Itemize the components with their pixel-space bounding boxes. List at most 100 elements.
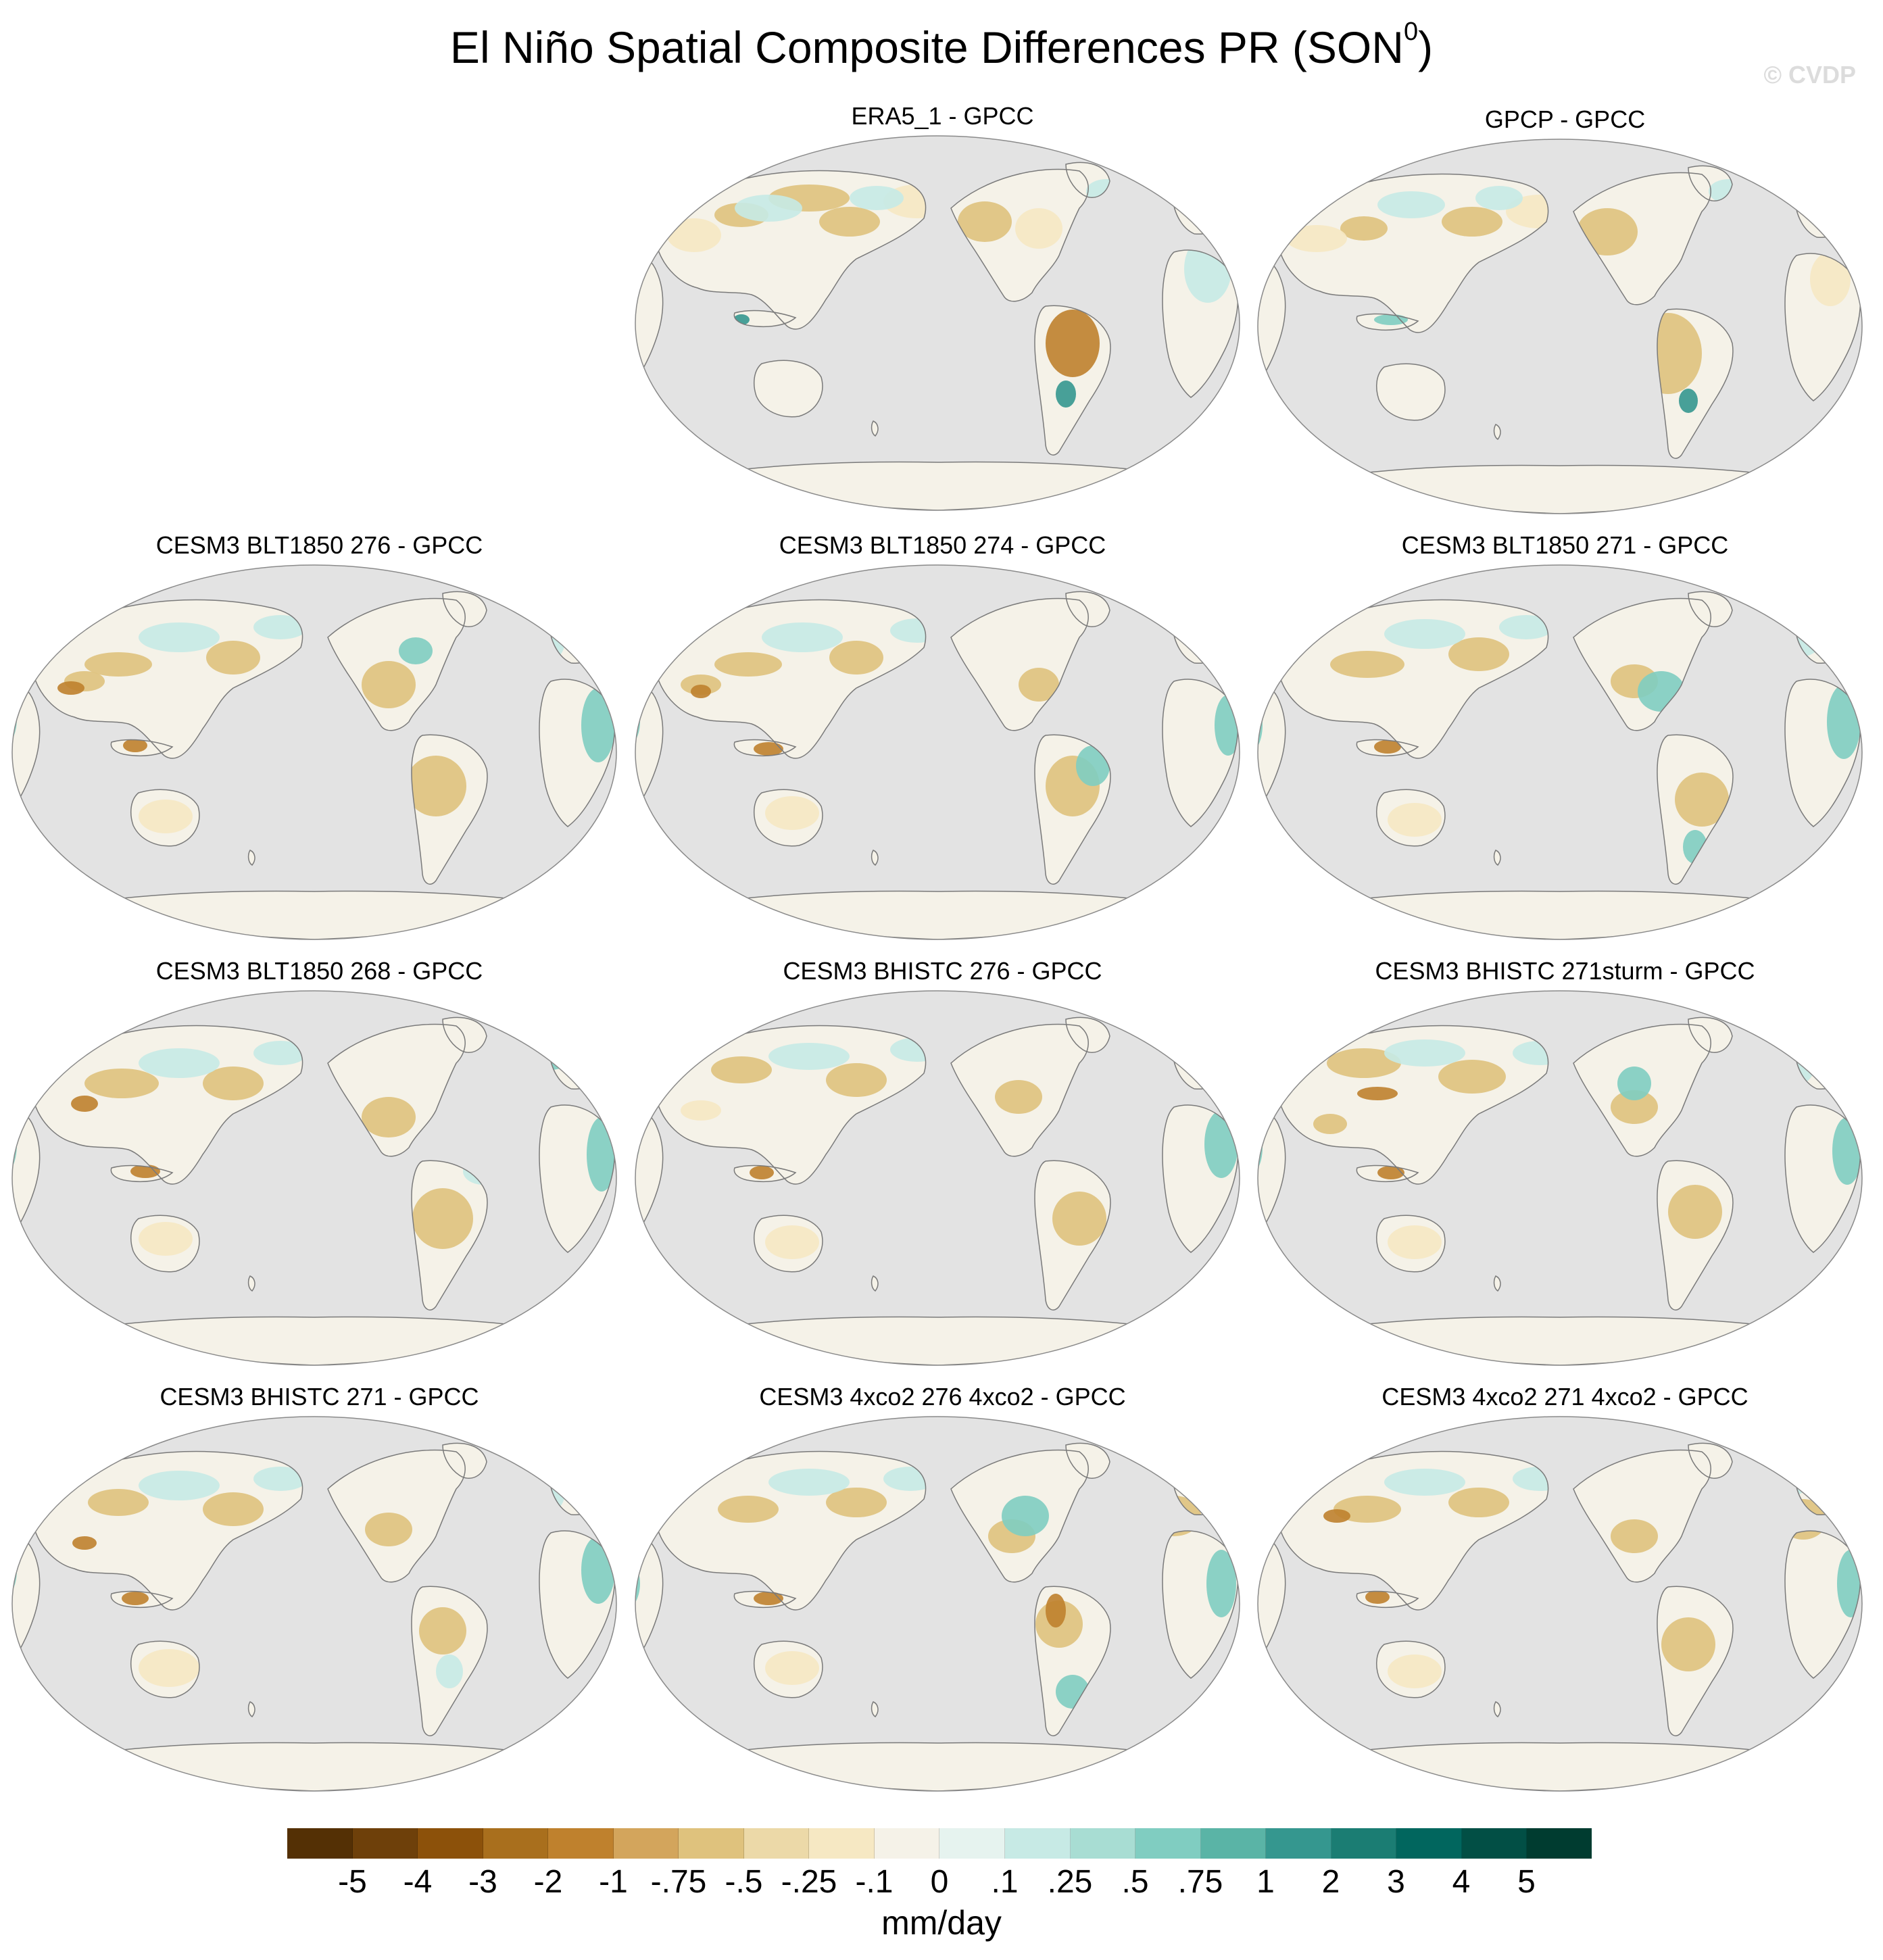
land-new-zealand bbox=[248, 1702, 255, 1717]
land-eurasia bbox=[32, 599, 303, 759]
anomaly-patch bbox=[1448, 1488, 1509, 1517]
colorbar-tick-label: .25 bbox=[1047, 1864, 1093, 1900]
anomaly-patch bbox=[826, 1488, 887, 1517]
anomaly-patch bbox=[1019, 668, 1059, 702]
colorbar-swatch bbox=[1070, 1828, 1136, 1859]
colorbar-swatch bbox=[548, 1828, 614, 1859]
world-map bbox=[1257, 1416, 1863, 1792]
map-border bbox=[11, 1416, 617, 1792]
anomaly-patch bbox=[362, 1097, 416, 1137]
world-map bbox=[1257, 139, 1863, 514]
anomaly-patch bbox=[1340, 216, 1388, 241]
world-map bbox=[635, 564, 1240, 940]
land-greenland bbox=[1066, 1443, 1110, 1479]
map-border bbox=[635, 990, 1240, 1366]
colorbar-swatch bbox=[613, 1828, 679, 1859]
anomaly-patch bbox=[735, 195, 802, 222]
anomaly-patch bbox=[1323, 1509, 1350, 1523]
anomaly-patch bbox=[1313, 1114, 1347, 1134]
colorbar-tick-label: 5 bbox=[1517, 1864, 1536, 1900]
anomaly-patch bbox=[958, 201, 1012, 242]
colorbar-swatch bbox=[874, 1828, 940, 1859]
figure-title: El Niño Spatial Composite Differences PR… bbox=[0, 19, 1883, 74]
anomaly-patch bbox=[1056, 381, 1076, 408]
colorbar-swatch bbox=[809, 1828, 875, 1859]
panel-title: CESM3 BLT1850 274 - GPCC bbox=[779, 531, 1106, 559]
anomaly-patch bbox=[1204, 1110, 1238, 1178]
land-new-zealand bbox=[1494, 1702, 1500, 1717]
land-eurasia bbox=[655, 599, 926, 759]
map-border bbox=[1257, 139, 1863, 514]
land-africa bbox=[12, 1529, 40, 1675]
colorbar-tick-label: .75 bbox=[1177, 1864, 1223, 1900]
map-panel-blt1850-276: CESM3 BLT1850 276 - GPCC bbox=[10, 531, 629, 950]
anomaly-patch bbox=[139, 622, 220, 652]
anomaly-patch bbox=[139, 800, 193, 833]
anomaly-patch bbox=[768, 1469, 850, 1496]
anomaly-patch bbox=[1330, 651, 1404, 678]
colorbar-tick-label: -4 bbox=[403, 1864, 433, 1900]
colorbar-tick-label: -.1 bbox=[855, 1864, 894, 1900]
anomaly-patch bbox=[436, 1655, 463, 1688]
land-new-zealand bbox=[1494, 850, 1500, 865]
anomaly-patch bbox=[750, 1166, 774, 1179]
colorbar-swatch bbox=[939, 1828, 1006, 1859]
anomaly-patch bbox=[1076, 745, 1110, 786]
map-border bbox=[1257, 564, 1863, 940]
land-africa bbox=[635, 1103, 663, 1250]
land-new-zealand bbox=[248, 850, 255, 865]
anomaly-patch bbox=[1661, 1617, 1715, 1671]
land-australia bbox=[1376, 364, 1445, 420]
anomaly-patch bbox=[203, 1492, 264, 1526]
panel-title: CESM3 4xco2 271 4xco2 - GPCC bbox=[1381, 1383, 1748, 1411]
anomaly-patch bbox=[1384, 1039, 1465, 1067]
anomaly-patch bbox=[691, 685, 711, 698]
panel-title: ERA5_1 - GPCC bbox=[851, 102, 1034, 130]
land-greenland bbox=[1066, 1017, 1110, 1053]
anomaly-patch bbox=[84, 652, 152, 677]
anomaly-patch bbox=[1499, 615, 1553, 639]
watermark: © CVDP bbox=[1763, 61, 1856, 89]
anomaly-patch bbox=[1002, 1496, 1049, 1536]
land-north-america bbox=[1573, 1450, 1711, 1582]
panel-title: CESM3 BHISTC 271 - GPCC bbox=[160, 1383, 479, 1411]
anomaly-patch bbox=[765, 1225, 819, 1259]
map-border bbox=[1257, 990, 1863, 1366]
anomaly-patch bbox=[139, 1222, 193, 1256]
anomaly-patch bbox=[139, 1649, 199, 1687]
land-eurasia bbox=[32, 1451, 303, 1611]
colorbar-swatch bbox=[1135, 1828, 1201, 1859]
anomaly-patch bbox=[850, 186, 904, 210]
colorbar-swatch bbox=[1461, 1828, 1527, 1859]
colorbar-swatch bbox=[1005, 1828, 1071, 1859]
land-antarctica bbox=[98, 891, 531, 939]
world-map bbox=[635, 135, 1240, 511]
anomaly-patch bbox=[826, 1063, 887, 1097]
land-australia bbox=[754, 360, 823, 417]
land-north-america bbox=[1573, 598, 1711, 731]
map-panel-bhistc-271sturm: CESM3 BHISTC 271sturm - GPCC bbox=[1256, 956, 1874, 1375]
anomaly-patch bbox=[203, 1067, 264, 1100]
land-antarctica bbox=[1344, 465, 1776, 514]
land-eurasia bbox=[32, 1025, 303, 1185]
map-panel-bhistc-271: CESM3 BHISTC 271 - GPCC bbox=[10, 1382, 629, 1801]
anomaly-patch bbox=[1617, 1067, 1651, 1100]
colorbar-tick-label: -.25 bbox=[781, 1864, 837, 1900]
colorbar-swatch bbox=[1331, 1828, 1397, 1859]
anomaly-patch bbox=[1611, 1090, 1658, 1124]
anomaly-patch bbox=[399, 637, 433, 664]
map-border bbox=[635, 564, 1240, 940]
anomaly-patch bbox=[88, 1489, 149, 1516]
land-new-zealand bbox=[248, 1276, 255, 1291]
land-greenland bbox=[1688, 591, 1732, 627]
map-panel-blt1850-274: CESM3 BLT1850 274 - GPCC bbox=[633, 531, 1252, 950]
colorbar-swatch bbox=[1527, 1828, 1592, 1859]
map-panel-bhistc-276: CESM3 BHISTC 276 - GPCC bbox=[633, 956, 1252, 1375]
land-greenland bbox=[1688, 1017, 1732, 1053]
land-antarctica bbox=[721, 1317, 1154, 1365]
world-map bbox=[1257, 990, 1863, 1366]
colorbar bbox=[287, 1828, 1592, 1859]
land-africa bbox=[1258, 677, 1286, 824]
anomaly-patch bbox=[581, 1536, 615, 1604]
anomaly-patch bbox=[1377, 191, 1445, 218]
